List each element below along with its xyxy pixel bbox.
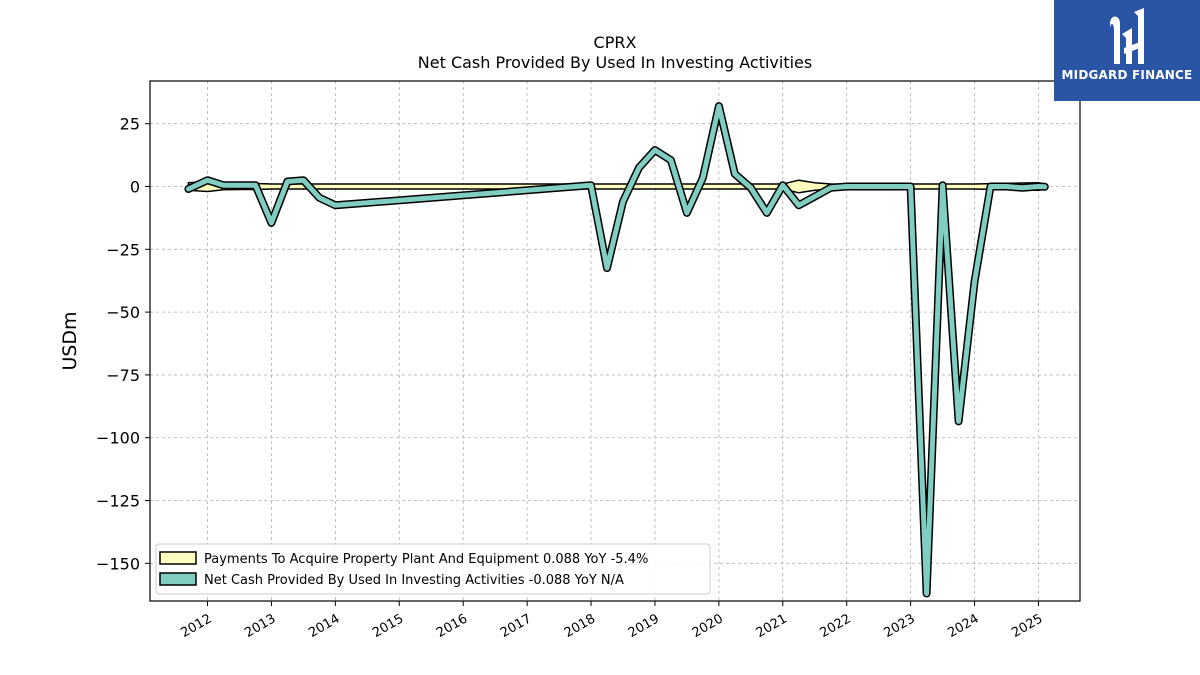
y-axis: 25 0 −25 −50 −75 −100 −125 −150 bbox=[96, 115, 150, 573]
legend: Payments To Acquire Property Plant And E… bbox=[155, 543, 711, 595]
x-tick-label: 2023 bbox=[881, 611, 917, 641]
legend-box bbox=[155, 543, 711, 595]
y-tick-label: −100 bbox=[96, 429, 140, 448]
plot-frame bbox=[149, 80, 1081, 602]
x-tick-label: 2014 bbox=[306, 611, 342, 641]
x-tick-label: 2012 bbox=[178, 611, 214, 641]
legend-swatch-capex bbox=[159, 551, 197, 565]
y-tick-label: 0 bbox=[130, 178, 140, 197]
y-tick-label: −25 bbox=[106, 240, 140, 259]
x-tick-label: 2021 bbox=[754, 611, 790, 641]
x-tick-label: 2025 bbox=[1009, 611, 1045, 641]
x-tick-label: 2017 bbox=[498, 611, 534, 641]
brand-logo: MIDGARD FINANCE bbox=[1054, 0, 1200, 101]
legend-swatch-investing bbox=[159, 572, 197, 586]
series-investing-line bbox=[185, 103, 1048, 596]
chart-subtitle: Net Cash Provided By Used In Investing A… bbox=[418, 53, 812, 72]
x-tick-label: 2016 bbox=[434, 611, 470, 641]
x-tick-label: 2022 bbox=[818, 611, 854, 641]
y-tick-label: −125 bbox=[96, 492, 140, 511]
y-axis-label: USDm bbox=[59, 311, 81, 370]
x-tick-label: 2013 bbox=[242, 611, 278, 641]
legend-label-investing: Net Cash Provided By Used In Investing A… bbox=[204, 573, 624, 588]
chart-title: CPRX bbox=[594, 33, 637, 52]
x-tick-label: 2024 bbox=[945, 611, 981, 641]
y-tick-label: −50 bbox=[106, 303, 140, 322]
x-tick-label: 2018 bbox=[562, 611, 598, 641]
x-tick-label: 2015 bbox=[370, 611, 406, 641]
x-tick-label: 2020 bbox=[690, 611, 726, 641]
y-tick-label: 25 bbox=[120, 115, 140, 134]
x-axis: 2012 2013 2014 2015 2016 2017 2018 2019 2020 2021… bbox=[178, 601, 1045, 641]
logo-text: MIDGARD FINANCE bbox=[1061, 68, 1193, 82]
x-tick-label: 2019 bbox=[626, 611, 662, 641]
y-tick-label: −75 bbox=[106, 366, 140, 385]
plot-series bbox=[184, 102, 1049, 598]
logo-mark-icon bbox=[1110, 8, 1144, 64]
legend-label-capex: Payments To Acquire Property Plant And E… bbox=[204, 552, 648, 567]
y-tick-label: −150 bbox=[96, 554, 140, 573]
